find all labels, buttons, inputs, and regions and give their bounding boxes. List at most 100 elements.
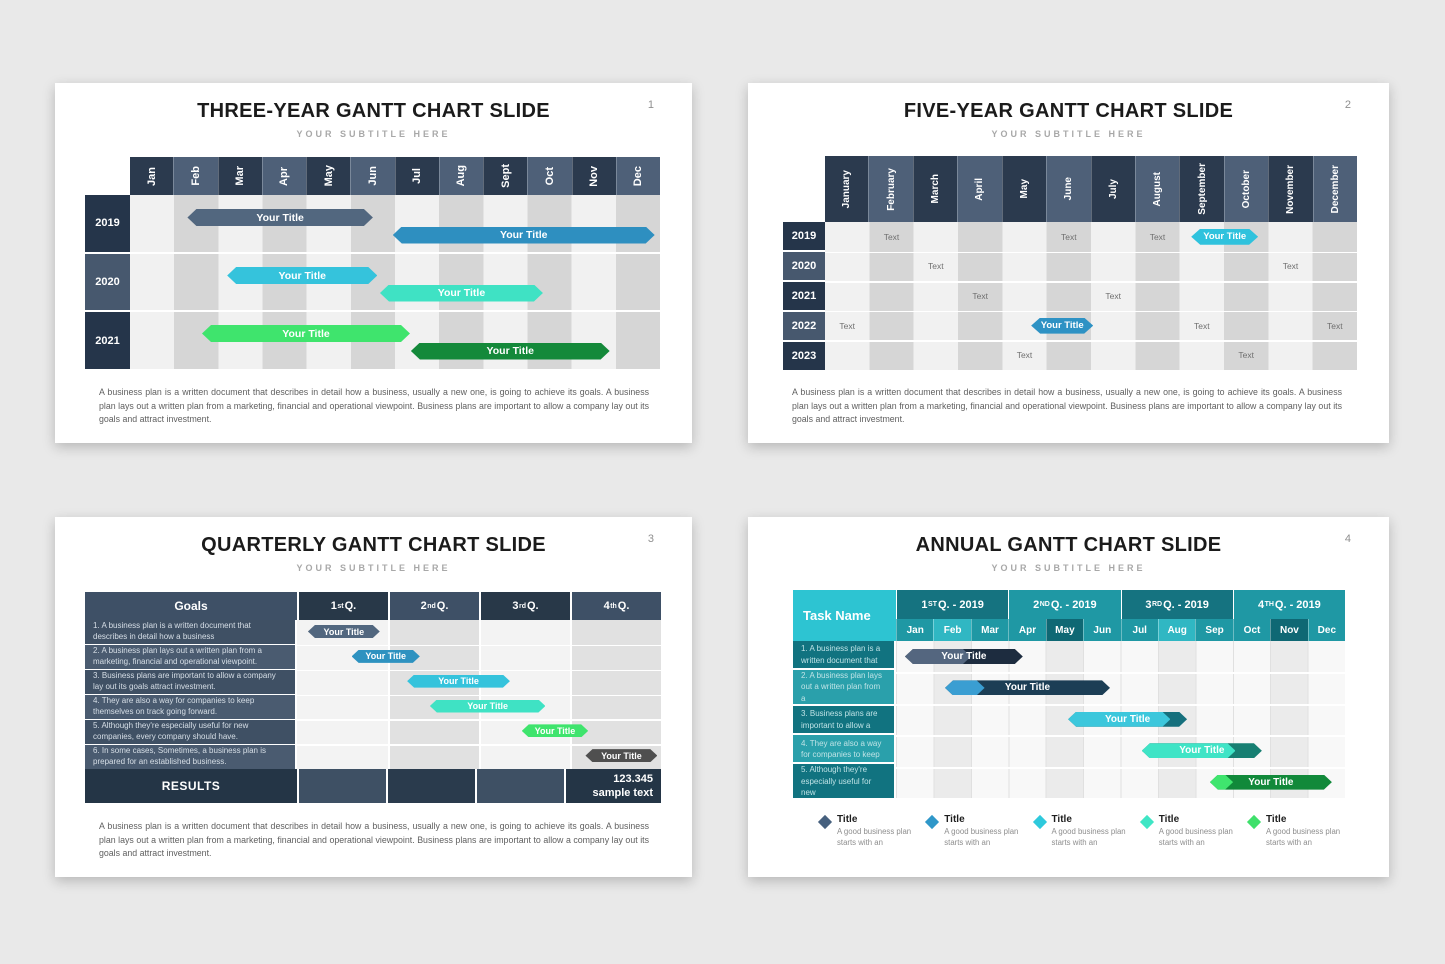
gantt-bar-label: Your Title (438, 676, 479, 687)
row-divider (297, 744, 661, 746)
row-divider (297, 669, 661, 672)
grid-text-placeholder: Text (1016, 350, 1033, 361)
month-header-cell: Mar (970, 619, 1009, 641)
gantt-bars-layer: Your Title Your Title (825, 222, 1357, 370)
month-header-cell: October (1223, 156, 1269, 222)
month-header-cell: January (825, 156, 869, 222)
gantt-bar-label: Your Title (256, 211, 304, 224)
month-label: September (1196, 163, 1208, 215)
task-column: 1. A business plan is a written document… (793, 641, 896, 799)
month-header-cell: February (868, 156, 913, 222)
gantt-bar: Your Title (187, 209, 373, 226)
month-header-cell: June (1046, 156, 1091, 222)
goal-row-label: 2. A business plan lays out a written pl… (85, 644, 295, 669)
task-row-label: 5. Although they're especially useful fo… (793, 762, 894, 799)
month-label: January (841, 169, 853, 209)
results-value-cell: 123.345 sample text (564, 769, 661, 803)
month-header-cell: Feb (173, 157, 218, 195)
slide-description: A business plan is a written document th… (99, 387, 649, 425)
gantt-bar: Your Title (1142, 743, 1262, 758)
month-label: November (1285, 164, 1297, 214)
diamond-icon (1032, 814, 1047, 830)
month-header-cell: Jul (394, 157, 439, 195)
slide-description: A business plan is a written document th… (99, 821, 649, 859)
gantt-bar-label: Your Title (437, 287, 486, 299)
slide-title: QUARTERLY GANTT CHART SLIDE (201, 534, 546, 556)
grid-text-placeholder: Text (972, 290, 988, 301)
month-label: Jun (366, 166, 379, 186)
task-name-header-cell: Task Name (793, 590, 896, 641)
diamond-icon (1246, 814, 1262, 830)
month-header-cell: Jun (1083, 619, 1121, 641)
month-label: May (322, 165, 335, 187)
goal-row-label: 1. A business plan is a written document… (85, 620, 295, 644)
legend-item: Title A good business plan starts with a… (925, 814, 1027, 848)
slide-title: THREE-YEAR GANTT CHART SLIDE (197, 100, 550, 122)
goal-row-label: 6. In some cases, Sometimes, a business … (85, 744, 295, 769)
gantt-bar-label: Your Title (534, 725, 576, 736)
month-header-cell: Sep (1195, 619, 1233, 641)
grid-text-placeholder: Text (928, 261, 944, 272)
month-header-cell: May (1045, 619, 1084, 641)
legend-title: Title (1158, 814, 1180, 825)
gantt-bar: Your Title (352, 650, 420, 663)
slide-quarterly-gantt[interactable]: 3 QUARTERLY GANTT CHART SLIDE YOUR SUBTI… (55, 517, 692, 877)
slide-annual-gantt[interactable]: 4 ANNUAL GANTT CHART SLIDE YOUR SUBTITLE… (748, 517, 1389, 877)
gantt-bar: Your Title (411, 343, 610, 360)
gantt-grid: Your Title Your Title Your Title Your Title… (130, 195, 660, 369)
month-label: Apr (278, 166, 291, 186)
gantt-bar-label: Your Title (282, 327, 330, 340)
gantt-bar: Your Title (308, 625, 380, 638)
legend-item: Title A good business plan starts with a… (1032, 814, 1135, 848)
row-divider (825, 281, 1357, 283)
month-label: Oct (543, 166, 556, 186)
legend-text-block: Title A good business plan starts with a… (837, 814, 915, 848)
month-label: Feb (189, 166, 202, 186)
legend-caption: A good business plan starts with an (1051, 827, 1126, 847)
grid-text-placeholder: Text (1149, 231, 1166, 242)
month-header-cell: May (306, 157, 351, 195)
row-divider (896, 735, 1345, 738)
gantt-bar-label: Your Title (467, 701, 508, 711)
month-header-cell: August (1134, 156, 1180, 222)
month-header-cell: November (1268, 156, 1313, 222)
results-value-caption: sample text (592, 787, 653, 799)
gantt-bar: Your Title (227, 267, 377, 284)
gantt-bar-label: Your Title (1179, 745, 1225, 757)
gantt-bar: Your Title (945, 680, 1110, 695)
page-number: 4 (1344, 533, 1351, 545)
slide-subtitle: YOUR SUBTITLE HERE (296, 563, 451, 573)
month-header-row: Jan Feb Mar Apr May Jun Jul Aug Sept Oct Nov Dec (130, 157, 660, 195)
gantt-bar: Your Title (407, 675, 510, 688)
row-divider (825, 251, 1357, 254)
gantt-bars-layer: Your Title Your Title Your Title Your Title… (130, 195, 660, 369)
month-label: Jan (145, 166, 158, 186)
row-divider (130, 252, 660, 254)
task-row-label: 3. Business plans are important to allow… (793, 703, 894, 734)
slide-title: FIVE-YEAR GANTT CHART SLIDE (903, 100, 1234, 122)
grid-text-placeholder: Text (883, 231, 900, 242)
gantt-bar: Your Title (585, 749, 657, 762)
gantt-bar: Your Title (1031, 318, 1093, 334)
month-header-cell: Oct (527, 157, 572, 195)
slide-three-year-gantt[interactable]: 1 THREE-YEAR GANTT CHART SLIDE YOUR SUBT… (55, 83, 692, 443)
legend-item: Title A good business plan starts with a… (817, 814, 920, 848)
grid-text-placeholder: Text (839, 320, 855, 331)
gantt-bar: Your Title (1068, 712, 1187, 727)
month-header-cell: Jul (1120, 619, 1158, 641)
gantt-bar: Your Title (393, 227, 655, 244)
month-label: October (1241, 169, 1252, 209)
month-label: June (1063, 177, 1075, 201)
month-label: March (930, 174, 942, 204)
goal-row-label: 5. Although they're especially useful fo… (85, 719, 295, 744)
slide-five-year-gantt[interactable]: 2 FIVE-YEAR GANTT CHART SLIDE YOUR SUBTI… (748, 83, 1389, 443)
diamond-icon (817, 814, 833, 830)
year-column: 2019 2020 2021 (85, 195, 130, 370)
legend-title: Title (944, 814, 965, 825)
month-label: Sept (499, 164, 512, 188)
row-divider (297, 719, 661, 721)
month-header-cell: Sept (483, 157, 528, 195)
diamond-icon (925, 814, 940, 830)
